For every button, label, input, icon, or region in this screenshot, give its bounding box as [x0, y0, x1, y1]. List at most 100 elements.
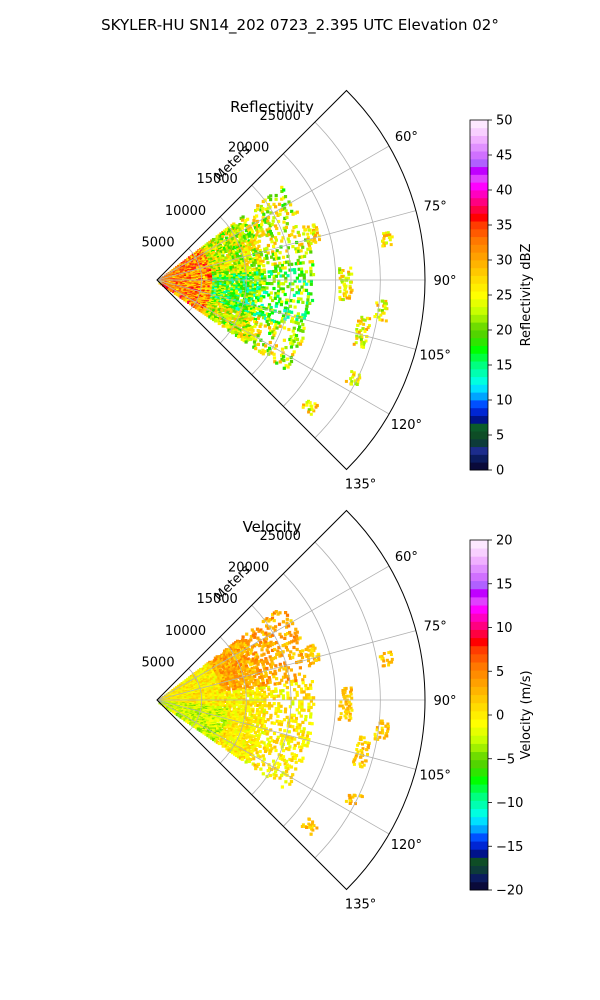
colorbar-segment	[470, 431, 488, 440]
echo-cell	[269, 291, 273, 295]
echo-cell	[283, 672, 287, 676]
colorbar-segment	[470, 275, 488, 284]
echo-cell	[258, 691, 262, 695]
echo-cell	[237, 235, 241, 239]
echo-cell	[254, 658, 259, 662]
echo-cell	[240, 646, 244, 650]
echo-cell	[162, 283, 166, 287]
echo-cell	[242, 315, 246, 319]
colorbar-tick-label: 25	[496, 289, 513, 304]
echo-cell	[238, 684, 242, 688]
echo-cell	[255, 653, 259, 657]
echo-cell	[307, 410, 311, 414]
echo-cell	[267, 641, 271, 645]
echo-cell	[256, 342, 260, 346]
echo-cell	[267, 293, 271, 297]
echo-cell	[362, 322, 366, 326]
echo-cell	[223, 691, 227, 695]
echo-cell	[341, 298, 345, 302]
echo-cell	[222, 293, 226, 297]
angular-gridline	[156, 279, 390, 415]
colorbar-segment	[470, 423, 488, 432]
echo-cell	[235, 682, 240, 687]
echo-cell	[245, 660, 249, 664]
echo-cell	[252, 246, 257, 250]
echo-cell	[262, 264, 266, 268]
echo-cell	[237, 283, 241, 287]
echo-cell	[223, 275, 227, 279]
echo-cell	[278, 261, 282, 265]
echo-cell	[230, 279, 234, 283]
echo-cell	[288, 705, 292, 709]
echo-cell	[236, 293, 240, 297]
echo-cell	[296, 321, 300, 325]
echo-cell	[311, 263, 315, 267]
echo-cell	[246, 657, 250, 661]
echo-cell	[256, 281, 260, 285]
echo-cell	[235, 307, 239, 311]
echo-cell	[269, 321, 273, 325]
echo-cell	[384, 307, 388, 311]
echo-cell	[235, 318, 239, 322]
echo-cell	[300, 699, 304, 703]
echo-cell	[249, 699, 253, 703]
echo-cell	[301, 649, 305, 653]
echo-cell	[251, 222, 255, 226]
echo-cell	[246, 248, 250, 252]
echo-cell	[259, 684, 263, 688]
echo-cell	[240, 672, 244, 676]
echo-cell	[240, 218, 245, 222]
echo-cell	[357, 319, 360, 323]
echo-cell	[309, 242, 313, 245]
echo-cell	[198, 304, 203, 308]
echo-cell	[265, 233, 269, 238]
echo-cell	[248, 676, 252, 680]
echo-cell	[238, 236, 242, 241]
echo-cell	[269, 690, 273, 694]
echo-cell	[213, 680, 217, 684]
echo-cell	[254, 322, 258, 327]
echo-cell	[279, 709, 283, 713]
echo-cell	[248, 293, 252, 297]
echo-cell	[233, 648, 237, 652]
echo-cell	[234, 676, 238, 680]
echo-cell	[281, 696, 286, 701]
colorbar-segment	[470, 291, 488, 300]
echo-cell	[242, 259, 246, 263]
echo-cell	[272, 642, 276, 646]
echo-cell	[272, 202, 276, 206]
echo-cell	[260, 704, 265, 708]
echo-cell	[214, 665, 218, 669]
echo-cell	[263, 618, 267, 622]
echo-cell	[247, 699, 251, 703]
echo-cell	[283, 710, 287, 714]
echo-cell	[258, 703, 262, 708]
echo-cell	[291, 329, 295, 333]
echo-cell	[277, 284, 281, 288]
echo-cell	[245, 335, 249, 339]
echo-cell	[277, 202, 282, 206]
echo-cell	[235, 252, 239, 256]
echo-cell	[241, 657, 245, 661]
echo-cell	[281, 694, 285, 698]
echo-cell	[385, 233, 389, 237]
echo-cell	[202, 272, 206, 276]
echo-cell	[232, 268, 236, 272]
echo-cell	[221, 235, 225, 239]
echo-cell	[225, 268, 229, 272]
echo-cell	[277, 622, 282, 626]
echo-cell	[250, 240, 254, 244]
echo-cell	[239, 234, 243, 238]
echo-cell	[246, 317, 250, 321]
echo-cell	[263, 695, 267, 699]
echo-cell	[294, 334, 299, 338]
echo-cell	[264, 220, 268, 224]
echo-cell	[309, 231, 313, 235]
echo-cell	[250, 335, 254, 340]
echo-cell	[245, 666, 249, 670]
echo-cell	[250, 667, 254, 671]
echo-cell	[244, 244, 249, 248]
echo-cell	[250, 267, 255, 271]
echo-cell	[344, 286, 347, 290]
echo-cell	[302, 232, 306, 236]
